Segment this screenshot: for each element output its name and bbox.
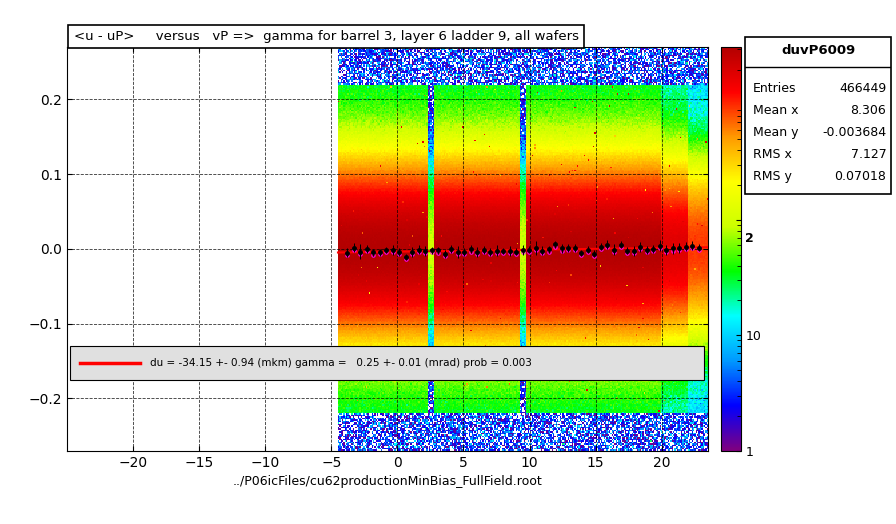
- Text: du = -34.15 +- 0.94 (mkm) gamma =   0.25 +- 0.01 (mrad) prob = 0.003: du = -34.15 +- 0.94 (mkm) gamma = 0.25 +…: [151, 358, 532, 368]
- Text: 8.306: 8.306: [850, 104, 886, 117]
- Text: 7.127: 7.127: [850, 148, 886, 161]
- Text: Mean y: Mean y: [753, 126, 798, 139]
- Text: 2: 2: [745, 232, 754, 245]
- Text: 466449: 466449: [839, 82, 886, 95]
- Text: RMS x: RMS x: [753, 148, 791, 161]
- X-axis label: ../P06icFiles/cu62productionMinBias_FullField.root: ../P06icFiles/cu62productionMinBias_Full…: [233, 475, 542, 488]
- Text: RMS y: RMS y: [753, 170, 791, 183]
- Text: -0.003684: -0.003684: [823, 126, 886, 139]
- Text: 0.07018: 0.07018: [834, 170, 886, 183]
- Text: Mean x: Mean x: [753, 104, 798, 117]
- Text: Entries: Entries: [753, 82, 797, 95]
- Text: duvP6009: duvP6009: [781, 45, 855, 57]
- Bar: [70, 346, 704, 380]
- Text: <u - uP>     versus   vP =>  gamma for barrel 3, layer 6 ladder 9, all wafers: <u - uP> versus vP => gamma for barrel 3…: [73, 30, 579, 43]
